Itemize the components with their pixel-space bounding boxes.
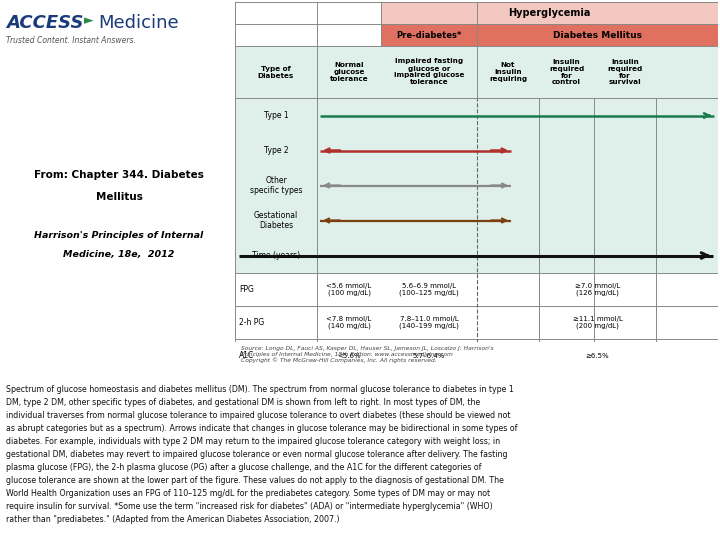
Text: Spectrum of glucose homeostasis and diabetes mellitus (DM). The spectrum from no: Spectrum of glucose homeostasis and diab… <box>6 385 514 394</box>
Bar <box>477 24 718 46</box>
Bar <box>235 339 718 372</box>
Text: Impaired fasting
glucose or
impaired glucose
tolerance: Impaired fasting glucose or impaired glu… <box>394 58 464 85</box>
Text: DM, type 2 DM, other specific types of diabetes, and gestational DM is shown fro: DM, type 2 DM, other specific types of d… <box>6 398 480 407</box>
Text: Time (years): Time (years) <box>252 251 300 260</box>
Text: Source: Longo DL, Fauci AS, Kasper DL, Hauser SL, Jameson JL, Loscalzo J: Harris: Source: Longo DL, Fauci AS, Kasper DL, H… <box>241 346 494 363</box>
Text: A1C: A1C <box>239 351 254 360</box>
Text: FPG: FPG <box>239 285 254 294</box>
Bar <box>235 238 718 273</box>
Text: Trusted Content. Instant Answers.: Trusted Content. Instant Answers. <box>6 36 136 45</box>
Text: ACCESS: ACCESS <box>6 14 84 32</box>
Text: 7.8–11.0 mmol/L
(140–199 mg/dL): 7.8–11.0 mmol/L (140–199 mg/dL) <box>399 316 459 329</box>
Text: <5.6 mmol/L
(100 mg/dL): <5.6 mmol/L (100 mg/dL) <box>326 283 372 296</box>
Bar <box>235 203 718 238</box>
Text: Hyperglycemia: Hyperglycemia <box>508 8 590 18</box>
Text: 5.7–6.4%: 5.7–6.4% <box>413 353 445 359</box>
Text: Pre-diabetes*: Pre-diabetes* <box>396 30 462 39</box>
Text: Mellitus: Mellitus <box>96 192 143 202</box>
Text: From: Chapter 344. Diabetes: From: Chapter 344. Diabetes <box>34 170 204 180</box>
Bar <box>235 168 718 203</box>
Bar <box>235 98 718 133</box>
Bar <box>381 2 718 24</box>
Text: Type of
Diabetes: Type of Diabetes <box>258 65 294 78</box>
Text: Normal
glucose
tolerance: Normal glucose tolerance <box>330 62 369 82</box>
Text: ≥11.1 mmol/L
(200 mg/dL): ≥11.1 mmol/L (200 mg/dL) <box>572 316 622 329</box>
Text: 2-h PG: 2-h PG <box>239 318 264 327</box>
Text: Other
specific types: Other specific types <box>250 176 302 195</box>
Text: ≥7.0 mmol/L
(126 mg/dL): ≥7.0 mmol/L (126 mg/dL) <box>575 283 620 296</box>
Text: plasma glucose (FPG), the 2-h plasma glucose (PG) after a glucose challenge, and: plasma glucose (FPG), the 2-h plasma glu… <box>6 463 482 472</box>
Text: Type 1: Type 1 <box>264 111 288 120</box>
Text: rather than "prediabetes." (Adapted from the American Diabetes Association, 2007: rather than "prediabetes." (Adapted from… <box>6 515 340 524</box>
Text: Medicine, 18e,  2012: Medicine, 18e, 2012 <box>63 251 175 260</box>
Bar <box>235 273 718 306</box>
Text: Insulin
required
for
control: Insulin required for control <box>549 58 584 85</box>
Text: Gestational
Diabetes: Gestational Diabetes <box>254 211 298 230</box>
Text: ≥6.5%: ≥6.5% <box>585 353 609 359</box>
Bar <box>235 133 718 168</box>
Text: Diabetes Mellitus: Diabetes Mellitus <box>553 30 642 39</box>
Text: glucose tolerance are shown at the lower part of the figure. These values do not: glucose tolerance are shown at the lower… <box>6 476 504 485</box>
Text: diabetes. For example, individuals with type 2 DM may return to the impaired glu: diabetes. For example, individuals with … <box>6 437 500 446</box>
Text: individual traverses from normal glucose tolerance to impaired glucose tolerance: individual traverses from normal glucose… <box>6 411 510 420</box>
Text: World Health Organization uses an FPG of 110–125 mg/dL for the prediabetes categ: World Health Organization uses an FPG of… <box>6 489 490 498</box>
Text: Type 2: Type 2 <box>264 146 288 155</box>
Text: as abrupt categories but as a spectrum). Arrows indicate that changes in glucose: as abrupt categories but as a spectrum).… <box>6 424 518 433</box>
Text: require insulin for survival. *Some use the term "increased risk for diabetes" (: require insulin for survival. *Some use … <box>6 502 492 511</box>
Text: Not
insulin
requiring: Not insulin requiring <box>489 62 527 82</box>
Text: <7.8 mmol/L
(140 mg/dL): <7.8 mmol/L (140 mg/dL) <box>326 316 372 329</box>
Text: 5.6–6.9 mmol/L
(100–125 mg/dL): 5.6–6.9 mmol/L (100–125 mg/dL) <box>399 283 459 296</box>
Text: Harrison's Principles of Internal: Harrison's Principles of Internal <box>35 231 204 240</box>
Text: Medicine: Medicine <box>98 14 179 32</box>
Bar <box>235 46 718 98</box>
Bar <box>235 306 718 339</box>
Text: Insulin
required
for
survival: Insulin required for survival <box>608 58 643 85</box>
Text: <5.6%: <5.6% <box>337 353 361 359</box>
Text: ►: ► <box>84 14 94 27</box>
Bar <box>381 24 477 46</box>
Text: gestational DM, diabetes may revert to impaired glucose tolerance or even normal: gestational DM, diabetes may revert to i… <box>6 450 508 459</box>
